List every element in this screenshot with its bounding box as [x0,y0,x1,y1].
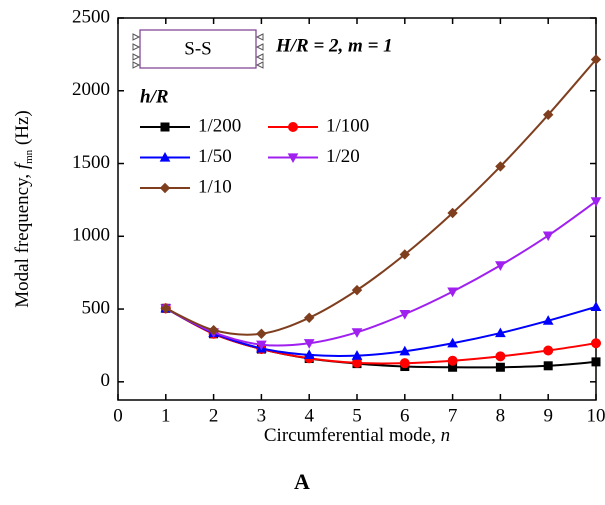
legend-label: 1/10 [198,176,232,197]
point [495,261,506,271]
x-tick-label: 0 [113,405,123,426]
point [447,287,458,298]
point [543,361,553,371]
y-label-sub: mn [23,149,35,164]
point [542,109,554,120]
supports [132,33,264,69]
legend-marker [288,122,298,132]
point [447,337,458,348]
y-axis-label: Modal frequency, fmn (Hz) [12,110,34,307]
point [590,197,602,207]
point [208,324,219,336]
point [591,357,601,367]
boundary-label: S-S [184,38,211,59]
point [256,340,267,351]
x-label-text: Circumferential mode, [264,425,441,446]
point [303,312,315,323]
y-label-unit: (Hz) [12,110,33,150]
point [542,315,554,325]
x-axis-label: Circumferential mode, n [264,425,450,446]
point [542,231,554,242]
point [543,345,554,356]
point [495,327,506,338]
x-tick-label: 4 [304,405,314,426]
point [495,362,505,372]
x-tick-label: 9 [543,405,553,426]
legend-marker [159,182,171,194]
point [303,339,315,349]
legend-marker [159,151,171,162]
legend-label: 1/50 [198,146,232,167]
point [495,351,506,362]
x-tick-label: 8 [496,405,506,426]
y-tick-label: 0 [101,370,111,391]
x-tick-label: 3 [257,405,267,426]
legend-label: 1/20 [326,146,360,167]
series-line [165,307,597,365]
annotation: H/R = 2, m = 1 [275,35,393,56]
legend-title: h/R [140,86,169,107]
plot-frame [117,17,597,401]
point [399,358,410,369]
y-tick-label: 1000 [72,225,110,246]
point [352,357,362,368]
point [303,349,315,359]
point [351,284,363,296]
x-tick-label: 7 [448,405,458,426]
x-tick-label: 5 [352,405,362,426]
point [399,249,411,260]
series-line [165,58,597,336]
legend-marker [287,153,299,164]
y-tick-label: 500 [82,297,111,318]
y-label-var: f [12,161,33,169]
point [256,328,267,339]
point [399,345,411,356]
point [399,310,411,320]
y-tick-label: 2000 [72,79,110,100]
x-tick-label: 6 [400,405,410,426]
point [447,207,458,219]
point [590,301,602,311]
boundary-box [139,29,257,69]
x-tick-label: 10 [587,405,605,426]
point [591,338,601,349]
series-line [165,305,597,357]
legend-label: 1/200 [198,115,241,136]
x-tick-label: 1 [161,405,171,426]
point [495,161,506,172]
x-tick-label: 2 [209,405,219,426]
y-label-text: Modal frequency, [12,169,33,308]
caption: A [294,469,310,494]
x-label-var: n [441,425,451,446]
point [351,350,363,360]
point [590,54,602,65]
legend-label: 1/100 [326,115,369,136]
y-tick-label: 1500 [72,152,110,173]
point [447,355,458,366]
y-tick-label: 2500 [72,6,110,27]
legend-marker [160,122,170,132]
series-line [165,200,597,347]
point [351,328,363,338]
point [160,303,172,314]
